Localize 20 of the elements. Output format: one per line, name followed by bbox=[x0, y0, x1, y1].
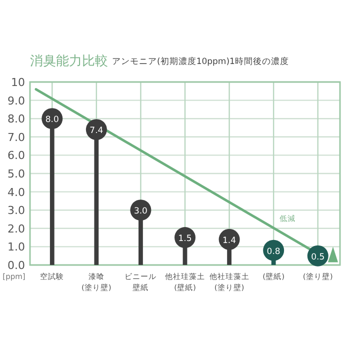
y-tick-label: 6.0 bbox=[8, 149, 25, 162]
y-tick-label: 7.0 bbox=[8, 130, 25, 144]
y-tick-label: 2.0 bbox=[8, 222, 25, 236]
y-tick-label: 4.0 bbox=[8, 186, 25, 199]
y-tick-label: 10 bbox=[11, 76, 25, 89]
data-label: 7.4 bbox=[90, 126, 104, 136]
data-label: 0.5 bbox=[311, 252, 325, 262]
data-label: 0.8 bbox=[266, 246, 280, 257]
y-tick-label: 0.0 bbox=[8, 259, 25, 272]
data-label: 3.0 bbox=[134, 206, 148, 217]
y-tick-label: 1.0 bbox=[8, 240, 25, 254]
y-tick-label: 8.0 bbox=[8, 112, 25, 126]
data-label: 1.5 bbox=[178, 234, 192, 244]
data-label: 1.4 bbox=[222, 236, 236, 246]
chart-title: 消臭能力比較 bbox=[30, 54, 108, 69]
data-label: 8.0 bbox=[45, 115, 59, 126]
y-tick-label: 5.0 bbox=[8, 168, 25, 180]
y-tick-label: 9.0 bbox=[8, 94, 25, 108]
y-tick-label: 3.0 bbox=[8, 204, 25, 218]
chart-subtitle: アンモニア(初期濃度10ppm)1時間後の濃度 bbox=[112, 56, 289, 67]
